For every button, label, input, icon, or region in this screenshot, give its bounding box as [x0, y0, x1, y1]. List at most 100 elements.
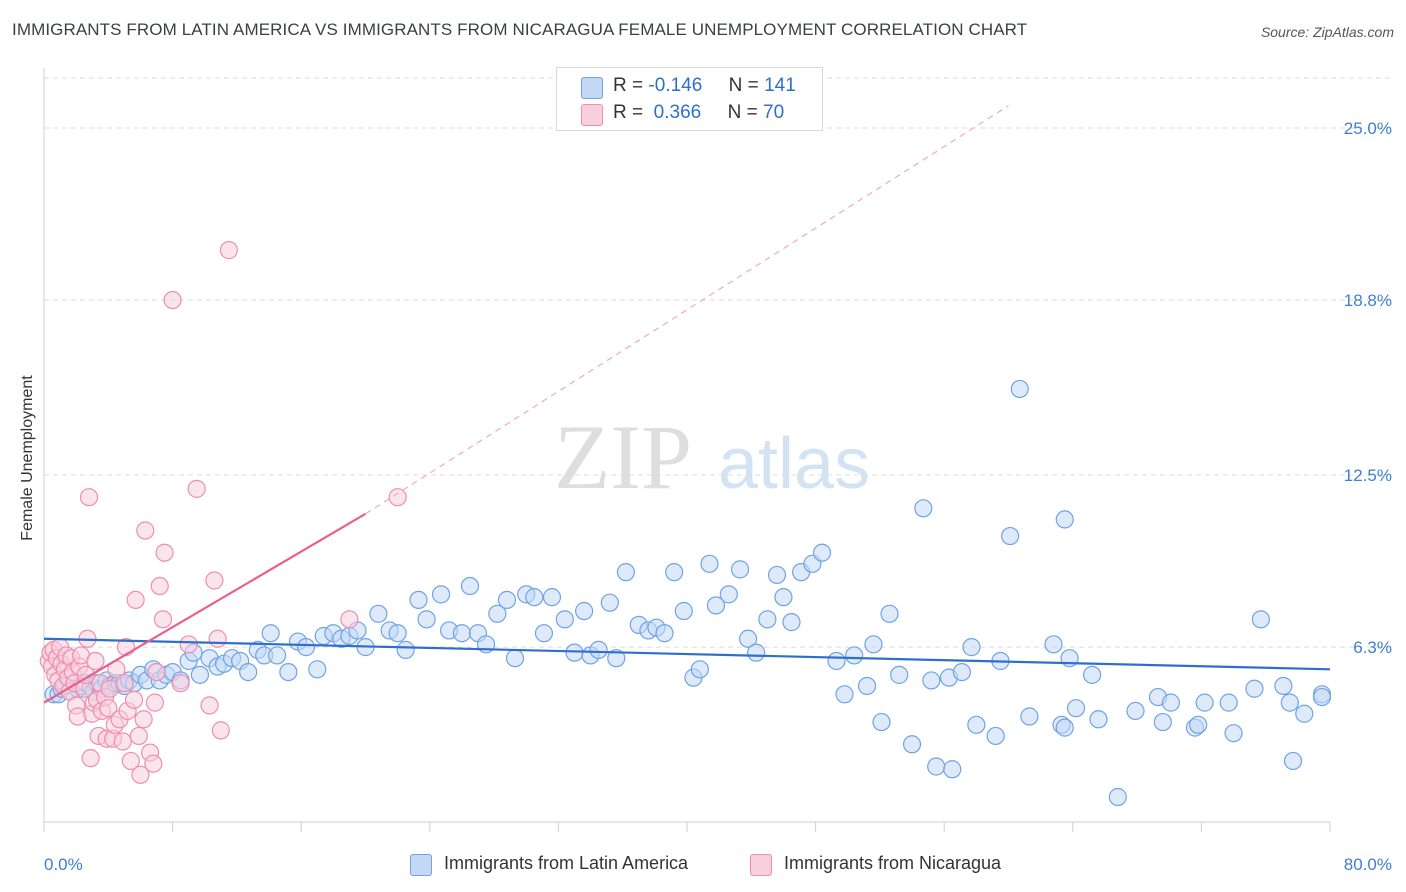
- data-point: [79, 488, 99, 507]
- series-nicaragua: [39, 241, 407, 784]
- data-point: [179, 635, 198, 654]
- legend-swatch-pink: [750, 854, 772, 876]
- data-point: [163, 290, 182, 310]
- data-point: [219, 241, 238, 260]
- data-point: [113, 732, 132, 751]
- data-point: [902, 735, 922, 754]
- data-point: [171, 674, 190, 693]
- data-point: [1161, 693, 1180, 712]
- data-point: [1280, 693, 1299, 712]
- data-point: [1020, 707, 1039, 726]
- data-point: [261, 624, 280, 643]
- data-point: [81, 749, 100, 768]
- y-tick-label: 12.5%: [1344, 466, 1392, 485]
- data-point: [690, 660, 709, 679]
- source-credit: Source: ZipAtlas.com: [1260, 24, 1394, 40]
- data-point: [880, 604, 899, 623]
- data-point: [719, 585, 738, 604]
- data-point: [145, 693, 165, 712]
- data-point: [86, 651, 105, 671]
- data-point: [767, 565, 787, 585]
- data-point: [155, 543, 174, 562]
- legend-label: Immigrants from Latin America: [444, 853, 689, 873]
- data-point: [1283, 751, 1303, 771]
- n-value: 70: [763, 102, 785, 123]
- swatch-pink: [581, 104, 603, 126]
- data-point: [1055, 510, 1074, 529]
- data-point: [409, 590, 428, 610]
- stats-text: R = -0.146 N = 141: [613, 75, 796, 97]
- legend-label: Immigrants from Nicaragua: [784, 853, 1002, 873]
- data-point: [534, 624, 554, 643]
- data-point: [1274, 676, 1293, 696]
- data-point: [835, 685, 854, 704]
- data-point: [279, 662, 298, 682]
- data-point: [542, 588, 562, 607]
- stats-box: R = -0.146 N = 141 R = 0.366 N = 70: [556, 67, 823, 131]
- axes: [43, 68, 1331, 832]
- data-point: [607, 649, 626, 668]
- data-point: [555, 610, 574, 629]
- n-label: N =: [727, 102, 758, 123]
- data-point: [1089, 710, 1108, 729]
- data-point: [417, 610, 436, 629]
- data-point: [782, 613, 801, 632]
- data-point: [131, 765, 150, 784]
- data-point: [986, 726, 1005, 746]
- data-point: [1295, 704, 1314, 723]
- data-point: [1251, 610, 1270, 629]
- data-point: [144, 754, 163, 773]
- data-point: [296, 638, 316, 657]
- data-point: [208, 629, 227, 648]
- data-point: [774, 588, 793, 607]
- data-point: [431, 585, 451, 604]
- data-point: [124, 690, 144, 709]
- data-point: [488, 604, 507, 623]
- data-point: [655, 624, 674, 643]
- legend-swatch-blue: [410, 854, 432, 876]
- data-point: [600, 593, 619, 612]
- data-point: [943, 760, 962, 779]
- n-value: 141: [764, 75, 796, 96]
- data-point: [239, 662, 258, 682]
- data-point: [205, 571, 224, 590]
- y-tick-label: 18.8%: [1344, 291, 1392, 310]
- data-point: [1224, 724, 1243, 743]
- data-point: [115, 674, 134, 693]
- tick-labels: 6.3% 12.5% 18.8% 25.0% 0.0% 80.0%: [44, 119, 1392, 874]
- trend-line-nicaragua: [43, 512, 367, 704]
- r-label: R =: [613, 102, 644, 123]
- r-label: R =: [613, 75, 644, 96]
- data-point: [1044, 635, 1063, 654]
- data-point: [872, 712, 891, 732]
- data-point: [497, 590, 517, 610]
- data-point: [730, 560, 750, 579]
- data-point: [369, 604, 388, 623]
- data-point: [758, 610, 777, 629]
- data-point: [136, 521, 155, 540]
- data-point: [674, 601, 693, 621]
- data-point: [134, 710, 153, 729]
- data-point: [827, 651, 846, 671]
- trend-extension-nicaragua: [365, 105, 1009, 515]
- data-point: [589, 640, 608, 659]
- data-point: [845, 646, 864, 665]
- data-point: [396, 640, 415, 659]
- data-point: [962, 638, 981, 657]
- r-value: -0.146: [648, 75, 703, 96]
- data-point: [460, 576, 480, 596]
- data-point: [1126, 701, 1145, 721]
- data-point: [922, 671, 941, 690]
- data-point: [1195, 693, 1214, 712]
- data-point: [747, 643, 766, 662]
- data-point: [388, 624, 407, 643]
- watermark-atlas: atlas: [718, 424, 870, 504]
- watermark-zip: ZIP: [554, 406, 692, 508]
- data-point: [1245, 679, 1264, 698]
- data-point: [927, 757, 946, 776]
- data-point: [1066, 699, 1086, 718]
- data-point: [525, 588, 544, 607]
- x-tick-label: 80.0%: [1344, 855, 1392, 874]
- data-point: [967, 715, 986, 734]
- trend-lines: [43, 105, 1331, 704]
